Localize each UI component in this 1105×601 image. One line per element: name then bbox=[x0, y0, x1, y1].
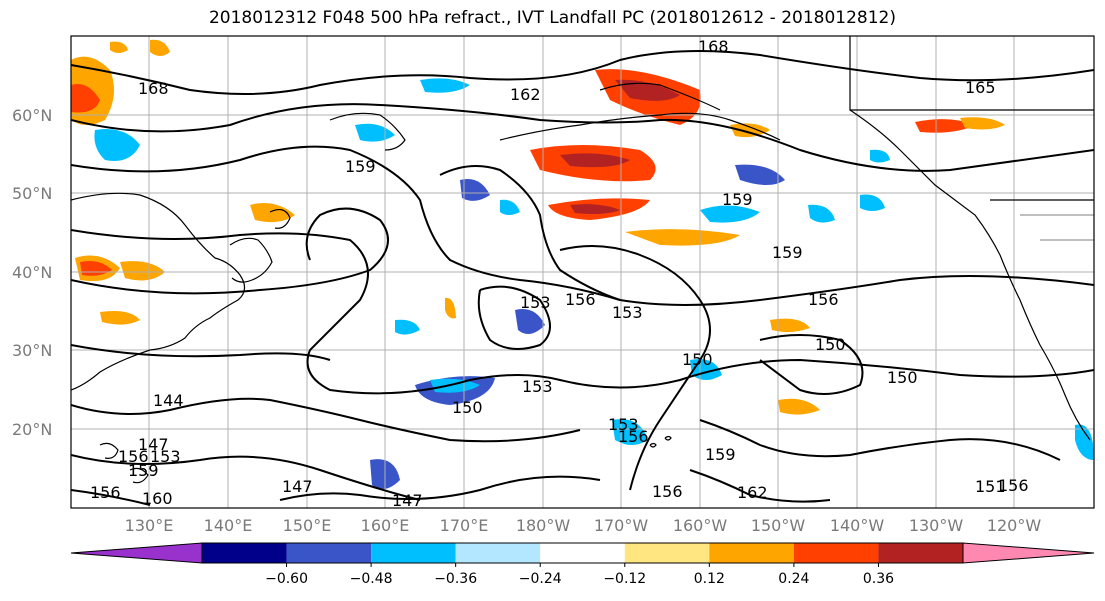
contour-label: 156 bbox=[652, 482, 683, 501]
colorbar-segment bbox=[709, 543, 794, 563]
colorbar-tick-label: −0.36 bbox=[434, 571, 477, 587]
colorbar: −0.60 −0.48 −0.36 −0.24 −0.12 0.12 0.24 0.36 bbox=[70, 542, 1095, 587]
contour-label: 150 bbox=[887, 368, 918, 387]
colorbar-tick-label: 0.24 bbox=[778, 571, 809, 587]
latitude-axis: 60°N 50°N 40°N 30°N 20°N bbox=[12, 106, 52, 439]
contour-label: 159 bbox=[705, 445, 736, 464]
contour-label: 153 bbox=[608, 415, 639, 434]
contour-label: 144 bbox=[153, 391, 184, 410]
longitude-label: 150°W bbox=[751, 516, 806, 535]
longitude-label: 130°W bbox=[909, 516, 964, 535]
colorbar-extend-low bbox=[70, 542, 203, 564]
contour-label: 162 bbox=[737, 483, 768, 502]
colorbar-segment bbox=[540, 543, 625, 563]
longitude-label: 160°E bbox=[361, 516, 410, 535]
contour-label: 159 bbox=[772, 243, 803, 262]
anomaly-shading bbox=[71, 39, 1094, 489]
contour-label: 153 bbox=[150, 447, 181, 466]
contour-label: 153 bbox=[522, 377, 553, 396]
colorbar-segment bbox=[371, 543, 456, 563]
map-frame bbox=[70, 35, 1095, 509]
contour-label: 151 bbox=[975, 477, 1006, 496]
contour-label: 147 bbox=[138, 435, 169, 454]
colorbar-segment bbox=[878, 543, 963, 563]
latitude-label: 30°N bbox=[12, 341, 52, 360]
longitude-label: 170°W bbox=[594, 516, 649, 535]
colorbar-tick-label: 0.12 bbox=[694, 571, 725, 587]
contour-label-group: 168 168 165 162 159 159 159 156 156 153 … bbox=[90, 37, 1029, 510]
longitude-label: 160°W bbox=[673, 516, 728, 535]
colorbar-segment bbox=[202, 543, 287, 563]
contour-label: 159 bbox=[345, 157, 376, 176]
contour-label: 150 bbox=[682, 350, 713, 369]
colorbar-tick-label: −0.24 bbox=[519, 571, 562, 587]
contour-label: 156 bbox=[808, 290, 839, 309]
contour-label: 162 bbox=[510, 85, 541, 104]
contour-label: 147 bbox=[282, 477, 313, 496]
colorbar-segment bbox=[455, 543, 541, 563]
contour-label: 165 bbox=[965, 78, 996, 97]
graticule bbox=[71, 36, 1094, 508]
contour-label: 150 bbox=[815, 335, 846, 354]
latitude-label: 50°N bbox=[12, 184, 52, 203]
contour-label: 168 bbox=[138, 79, 169, 98]
colorbar-extend-high bbox=[962, 542, 1095, 564]
longitude-label: 140°E bbox=[204, 516, 253, 535]
colorbar-tick-label: −0.12 bbox=[603, 571, 646, 587]
contour-label: 156 bbox=[118, 447, 149, 466]
contour-label: 160 bbox=[142, 489, 173, 508]
colorbar-segment bbox=[793, 543, 879, 563]
page-title: 2018012312 F048 500 hPa refract., IVT La… bbox=[208, 8, 896, 28]
contour-label: 153 bbox=[520, 293, 551, 312]
height-contours bbox=[71, 50, 1094, 506]
longitude-label: 130°E bbox=[125, 516, 174, 535]
contour-label: 150 bbox=[452, 398, 483, 417]
longitude-label: 170°E bbox=[440, 516, 489, 535]
contour-label: 159 bbox=[128, 461, 159, 480]
contour-label: 156 bbox=[565, 290, 596, 309]
contour-label: 147 bbox=[392, 491, 423, 510]
colorbar-tick-label: −0.60 bbox=[265, 571, 308, 587]
latitude-label: 60°N bbox=[12, 106, 52, 125]
longitude-axis: 130°E 140°E 150°E 160°E 170°E 180°W 170°… bbox=[125, 516, 1042, 535]
contour-label: 156 bbox=[998, 476, 1029, 495]
contour-label: 159 bbox=[722, 190, 753, 209]
colorbar-segment bbox=[624, 543, 710, 563]
contour-label: 156 bbox=[618, 427, 649, 446]
contour-label: 156 bbox=[90, 483, 121, 502]
colorbar-outline bbox=[201, 542, 964, 564]
longitude-label: 140°W bbox=[830, 516, 885, 535]
colorbar-tick-label: −0.48 bbox=[350, 571, 393, 587]
colorbar-segment bbox=[286, 543, 372, 563]
latitude-label: 40°N bbox=[12, 263, 52, 282]
longitude-label: 180°W bbox=[516, 516, 571, 535]
colorbar-tick-label: 0.36 bbox=[863, 571, 894, 587]
coastlines bbox=[71, 36, 1094, 484]
longitude-label: 150°E bbox=[283, 516, 332, 535]
latitude-label: 20°N bbox=[12, 420, 52, 439]
longitude-label: 120°W bbox=[987, 516, 1042, 535]
contour-label: 153 bbox=[612, 303, 643, 322]
contour-label: 168 bbox=[698, 37, 729, 56]
